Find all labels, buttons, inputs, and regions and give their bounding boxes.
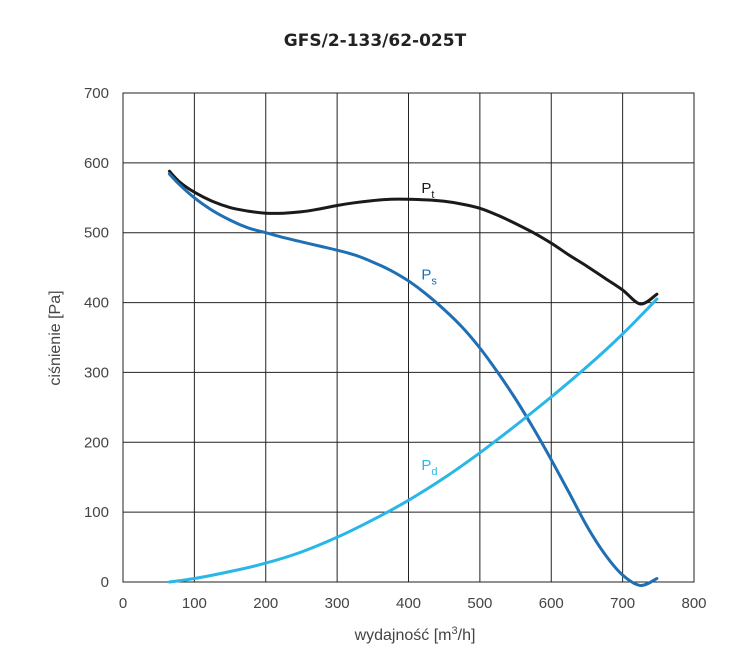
x-tick-label: 700 — [610, 595, 635, 612]
x-axis-label-sup: 3 — [452, 625, 458, 637]
y-tick-label: 700 — [84, 85, 109, 102]
y-tick-label: 300 — [84, 364, 109, 381]
x-tick-label: 300 — [325, 595, 350, 612]
x-tick-label: 500 — [467, 595, 492, 612]
x-tick-label: 0 — [119, 595, 127, 612]
curve-label-ps: Ps — [421, 267, 437, 288]
curve-label-pd: Pd — [421, 457, 437, 478]
series-line-ps — [167, 172, 659, 588]
y-tick-label: 600 — [84, 155, 109, 172]
y-tick-label: 0 — [101, 574, 109, 591]
x-tick-label: 800 — [681, 595, 706, 612]
x-axis-label-text: wydajność [m — [354, 627, 452, 644]
grid — [122, 92, 695, 583]
x-tick-label: 100 — [182, 595, 207, 612]
curves — [167, 169, 659, 588]
y-tick-label: 500 — [84, 225, 109, 242]
curve-label-pt: Pt — [421, 180, 434, 201]
y-tick-label: 400 — [84, 295, 109, 312]
chart-title: GFS/2-133/62-025T — [284, 31, 467, 51]
y-tick-label: 100 — [84, 504, 109, 521]
x-tick-label: 600 — [539, 595, 564, 612]
x-axis-label: wydajność [m3/h] — [354, 625, 476, 644]
y-tick-label: 200 — [84, 434, 109, 451]
tick-labels: 0 100 200 300 400 500 600 700 800 0 100 200 300 400 50… — [84, 85, 707, 612]
x-axis-label-after: /h] — [458, 627, 476, 644]
x-tick-label: 200 — [253, 595, 278, 612]
series-line-pd — [167, 297, 659, 584]
curve-labels: Pt Ps Pd — [421, 180, 437, 478]
series-line-pt — [167, 169, 659, 306]
y-axis-label: ciśnienie [Pa] — [47, 290, 64, 385]
x-tick-label: 400 — [396, 595, 421, 612]
